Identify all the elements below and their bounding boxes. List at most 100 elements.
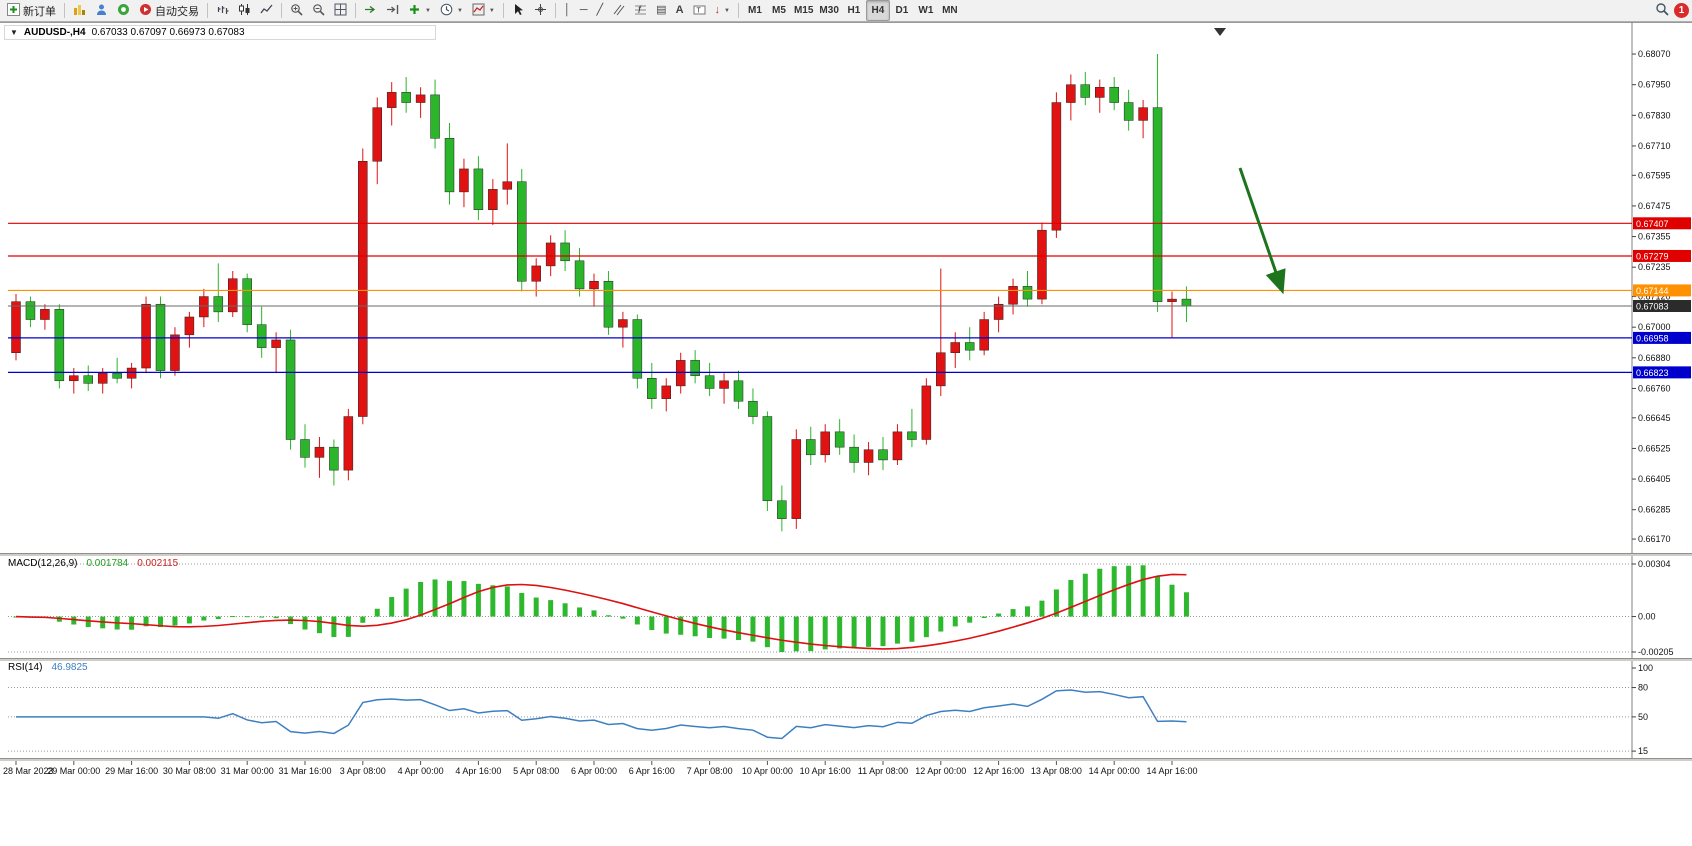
chevron-down-icon: ▼ [488,7,495,14]
text-label-icon: T [693,3,706,19]
rsi-panel-splitter[interactable] [0,658,1692,661]
tab-timeframe-m5[interactable]: M5 [772,5,786,16]
notification-badge[interactable]: 1 [1674,3,1689,18]
tab-timeframe-m15[interactable]: M15 [793,5,814,16]
toolbar-separator [64,3,65,18]
svg-text:0.67235: 0.67235 [1638,262,1671,272]
tab-timeframe-m1[interactable]: M1 [748,5,762,16]
svg-text:14 Apr 00:00: 14 Apr 00:00 [1089,766,1140,776]
market-watch-icon [73,3,86,19]
svg-text:0.67120: 0.67120 [1638,292,1671,302]
chart-shift-button[interactable] [382,0,403,21]
search-button[interactable] [1651,0,1673,21]
svg-text:5 Apr 08:00: 5 Apr 08:00 [513,766,559,776]
autotrading-button[interactable]: 自动交易 [135,0,203,21]
chart-shift-marker-icon[interactable] [1214,28,1226,36]
line-chart-button[interactable] [256,0,277,21]
trendline-button[interactable]: ╱ [593,0,608,21]
toolbar-separator [737,3,739,18]
fibonacci-button[interactable]: f [630,0,651,21]
templates-button[interactable]: ▼ [468,0,499,21]
new-order-label: 新订单 [23,5,56,18]
horizontal-line-button[interactable]: ─ [576,0,592,21]
one-click-trading-collapse-icon[interactable]: ▼ [10,27,18,37]
tab-timeframe-h4[interactable]: H4 [865,0,890,21]
svg-text:0.67000: 0.67000 [1638,322,1671,332]
tab-timeframe-h1[interactable]: H1 [847,5,861,16]
svg-text:11 Apr 08:00: 11 Apr 08:00 [858,766,908,776]
svg-text:T: T [696,7,701,14]
periods-button[interactable]: ▼ [436,0,467,21]
zoom-in-button[interactable] [286,0,307,21]
channel-icon [612,3,625,19]
svg-text:-0.00205: -0.00205 [1638,647,1674,657]
vertical-line-button[interactable]: │ [560,0,575,21]
time-axis[interactable] [0,762,1632,780]
shapes-button[interactable]: ▤ [652,0,670,21]
svg-text:0.66405: 0.66405 [1638,474,1671,484]
terminal-button[interactable] [113,0,134,21]
svg-text:0.67144: 0.67144 [1636,286,1669,296]
svg-text:29 Mar 16:00: 29 Mar 16:00 [105,766,158,776]
svg-text:50: 50 [1638,712,1648,722]
autotrading-label: 自动交易 [155,5,199,18]
svg-text:0.00304: 0.00304 [1638,559,1671,569]
timeframe-group: M1 M5 M15 M30 H1 H4 D1 W1 MN [743,0,962,21]
channel-button[interactable] [608,0,629,21]
svg-text:31 Mar 16:00: 31 Mar 16:00 [278,766,331,776]
cursor-button[interactable] [508,0,529,21]
svg-text:15: 15 [1638,746,1648,756]
search-icon [1655,2,1669,19]
time-axis-splitter[interactable] [0,758,1692,761]
macd-indicator-label: MACD(12,26,9) 0.001784 0.002115 [8,558,178,569]
toolbar-separator [502,3,504,18]
price-axis[interactable] [1632,22,1692,758]
periods-icon [440,3,453,19]
new-order-button[interactable]: 新订单 [3,0,60,21]
svg-text:28 Mar 2023: 28 Mar 2023 [3,766,54,776]
svg-text:0.67407: 0.67407 [1636,219,1669,229]
toolbar-separator [355,3,356,18]
cursor-icon [512,3,525,19]
tab-timeframe-w1[interactable]: W1 [918,5,934,16]
market-watch-button[interactable] [69,0,90,21]
chevron-down-icon: ▼ [456,7,463,14]
bar-chart-button[interactable] [212,0,233,21]
toolbar-separator [554,3,556,18]
bar-chart-icon [216,3,229,19]
macd-main-value: 0.001784 [86,558,129,569]
svg-text:0.67595: 0.67595 [1638,170,1671,180]
zoom-out-icon [312,3,325,19]
text-label-button[interactable]: T [689,0,710,21]
svg-text:14 Apr 16:00: 14 Apr 16:00 [1146,766,1197,776]
svg-text:4 Apr 16:00: 4 Apr 16:00 [455,766,501,776]
auto-scroll-button[interactable] [360,0,381,21]
text-button[interactable]: A [672,0,688,21]
new-order-icon [7,2,20,19]
tab-timeframe-mn[interactable]: MN [942,5,958,16]
svg-text:f: f [638,5,642,16]
zoom-out-button[interactable] [308,0,329,21]
macd-panel-splitter[interactable] [0,553,1692,556]
indicators-button[interactable]: ▼ [404,0,435,21]
navigator-button[interactable] [91,0,112,21]
svg-text:6 Apr 00:00: 6 Apr 00:00 [571,766,617,776]
arrows-button[interactable]: ↓ ▼ [711,0,734,21]
macd-name: MACD(12,26,9) [8,558,78,569]
tab-timeframe-m30[interactable]: M30 [819,5,839,16]
horizontal-line-icon: ─ [579,4,588,16]
svg-text:12 Apr 00:00: 12 Apr 00:00 [915,766,966,776]
chart-shift-icon [386,3,399,19]
svg-text:30 Mar 08:00: 30 Mar 08:00 [163,766,216,776]
svg-text:0.66285: 0.66285 [1638,505,1671,515]
chart-area[interactable]: 0.68070 0.67950 0.67830 0.67710 0.67595 0.674… [0,22,1692,846]
tile-windows-button[interactable] [330,0,351,21]
candlestick-chart-button[interactable] [234,0,255,21]
toolbar-separator [281,3,282,18]
tab-timeframe-d1[interactable]: D1 [895,5,909,16]
crosshair-button[interactable] [530,0,551,21]
trend-arrow-annotation[interactable] [1238,167,1286,295]
svg-text:0.66880: 0.66880 [1638,353,1671,363]
svg-text:3 Apr 08:00: 3 Apr 08:00 [340,766,386,776]
svg-text:12 Apr 16:00: 12 Apr 16:00 [973,766,1024,776]
